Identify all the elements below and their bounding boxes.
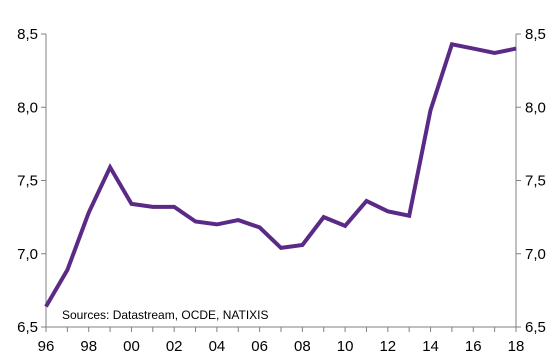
data-point <box>280 247 282 249</box>
y-tick-label-left: 7,5 <box>17 173 38 190</box>
data-point <box>301 244 303 246</box>
data-point <box>152 206 154 208</box>
x-axis-ticks: 96 98 00 02 04 06 08 10 12 14 16 18 <box>38 327 525 354</box>
data-point <box>515 48 517 50</box>
x-tick-label: 02 <box>166 338 183 354</box>
data-point <box>387 210 389 212</box>
y-tick-label-left: 6,5 <box>17 319 38 336</box>
y-tick-label-left: 8,5 <box>17 26 38 43</box>
x-tick-label: 00 <box>123 338 140 354</box>
data-point <box>45 305 47 307</box>
data-point <box>130 203 132 205</box>
data-point <box>237 219 239 221</box>
x-tick-label: 12 <box>379 338 396 354</box>
y-tick-label-right: 6,5 <box>525 319 546 336</box>
data-point <box>430 109 432 111</box>
x-tick-label: 04 <box>209 338 226 354</box>
data-point <box>216 223 218 225</box>
x-tick-label: 10 <box>337 338 354 354</box>
y-tick-label-left: 8,0 <box>17 99 38 116</box>
y-axis-left-ticks: 6,5 7,0 7,5 8,0 8,5 <box>17 26 46 336</box>
x-tick-label: 16 <box>465 338 482 354</box>
series-group <box>44 41 517 308</box>
x-tick-label: 18 <box>508 338 525 354</box>
data-point <box>323 216 325 218</box>
x-tick-label: 08 <box>294 338 311 354</box>
y-tick-label-left: 7,0 <box>17 246 38 263</box>
y-axis-right-ticks: 6,5 7,0 7,5 8,0 8,5 <box>516 26 546 336</box>
series-line <box>44 41 517 308</box>
data-point <box>365 200 367 202</box>
data-point <box>472 48 474 50</box>
y-tick-label-right: 8,0 <box>525 99 546 116</box>
data-point <box>344 225 346 227</box>
data-point <box>66 269 68 271</box>
x-tick-label: 98 <box>80 338 97 354</box>
x-tick-label: 14 <box>422 338 439 354</box>
y-tick-label-right: 7,0 <box>525 246 546 263</box>
data-point <box>88 212 90 214</box>
data-point <box>494 52 496 54</box>
source-annotation: Sources: Datastream, OCDE, NATIXIS <box>62 308 269 322</box>
data-point <box>173 206 175 208</box>
y-tick-label-right: 7,5 <box>525 173 546 190</box>
data-point <box>109 166 111 168</box>
x-tick-label: 06 <box>251 338 268 354</box>
data-point <box>195 221 197 223</box>
y-tick-label-right: 8,5 <box>525 26 546 43</box>
x-tick-label: 96 <box>38 338 55 354</box>
data-point <box>408 215 410 217</box>
data-point <box>259 226 261 228</box>
data-point <box>451 43 453 45</box>
